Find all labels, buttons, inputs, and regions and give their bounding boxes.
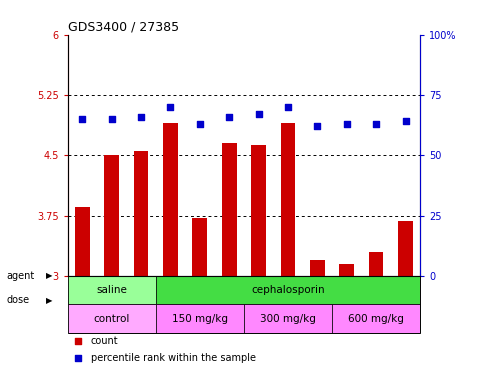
- Point: [74, 338, 82, 344]
- Bar: [75, 207, 90, 276]
- Bar: [281, 123, 295, 276]
- Text: control: control: [94, 314, 130, 324]
- Bar: [68, 276, 156, 305]
- Text: 300 mg/kg: 300 mg/kg: [260, 314, 316, 324]
- Point: [343, 121, 351, 127]
- Bar: [156, 305, 244, 333]
- Text: dose: dose: [6, 295, 29, 305]
- Text: saline: saline: [96, 285, 127, 295]
- Point: [108, 116, 115, 122]
- Bar: [369, 252, 384, 276]
- Text: cephalosporin: cephalosporin: [251, 285, 325, 295]
- Text: count: count: [90, 336, 118, 346]
- Point: [78, 116, 86, 122]
- Point: [196, 121, 204, 127]
- Text: agent: agent: [6, 271, 34, 281]
- Bar: [332, 305, 420, 333]
- Text: percentile rank within the sample: percentile rank within the sample: [90, 353, 256, 364]
- Point: [402, 118, 410, 124]
- Point: [372, 121, 380, 127]
- Bar: [244, 305, 332, 333]
- Text: GDS3400 / 27385: GDS3400 / 27385: [68, 20, 179, 33]
- Bar: [68, 305, 156, 333]
- Bar: [398, 221, 413, 276]
- Bar: [251, 145, 266, 276]
- Point: [284, 104, 292, 110]
- Bar: [340, 264, 354, 276]
- Point: [313, 123, 321, 129]
- Text: 600 mg/kg: 600 mg/kg: [348, 314, 404, 324]
- Point: [255, 111, 262, 117]
- Bar: [156, 276, 420, 305]
- Text: ▶: ▶: [46, 296, 52, 305]
- Point: [167, 104, 174, 110]
- Point: [137, 114, 145, 120]
- Point: [226, 114, 233, 120]
- Bar: [193, 218, 207, 276]
- Bar: [222, 143, 237, 276]
- Bar: [310, 260, 325, 276]
- Bar: [163, 123, 178, 276]
- Bar: [134, 151, 148, 276]
- Text: 150 mg/kg: 150 mg/kg: [172, 314, 228, 324]
- Text: ▶: ▶: [46, 271, 52, 280]
- Point: [74, 356, 82, 362]
- Bar: [104, 155, 119, 276]
